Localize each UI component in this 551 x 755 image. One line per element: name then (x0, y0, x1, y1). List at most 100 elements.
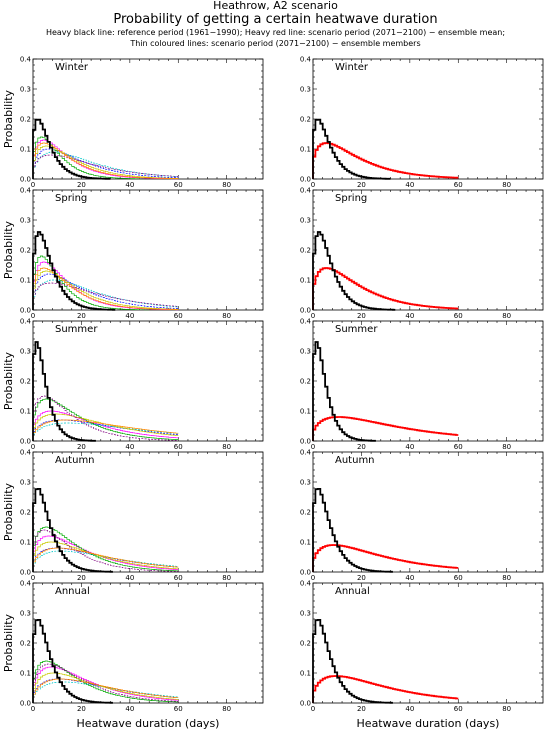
plot-frame (312, 189, 544, 311)
y-tick-label: 0.0 (300, 700, 311, 708)
x-tick-label: 60 (174, 181, 183, 189)
y-tick-label: 0.2 (300, 640, 311, 648)
y-tick-label: 0.4 (300, 449, 312, 457)
y-tick-label: 0.3 (300, 479, 311, 487)
season-label: Spring (335, 193, 367, 204)
y-tick-label: 0.1 (300, 277, 311, 285)
x-tick-label: 0 (311, 574, 315, 582)
ensemble-member-line (32, 151, 179, 179)
plot-frame (32, 58, 264, 180)
y-tick-label: 0.3 (300, 217, 311, 225)
y-tick-label: 0.4 (300, 580, 312, 588)
x-tick-label: 60 (174, 443, 183, 451)
ensemble-member-line (32, 660, 179, 703)
x-tick-label: 80 (502, 574, 511, 582)
ensemble-member-line (32, 663, 179, 703)
reference-line (312, 341, 376, 442)
y-tick-label: 0.0 (300, 176, 311, 184)
ensemble-member-line (32, 279, 179, 310)
y-tick-label: 0.1 (300, 539, 311, 547)
y-tick-label: 0.1 (300, 670, 311, 678)
x-tick-label: 20 (357, 181, 366, 189)
y-tick-label: 0.3 (300, 610, 311, 618)
x-tick-label: 0 (31, 574, 35, 582)
x-tick-label: 60 (454, 312, 463, 320)
y-axis-label: Probability (2, 613, 15, 672)
y-axis-label: Probability (2, 89, 15, 148)
season-label: Autumn (335, 455, 375, 466)
chart-panel-winter-members: 0 20 40 60 80 0.0 0.1 0.2 0.3 0.4 Winter Probabilit… (2, 56, 264, 189)
y-tick-label: 0.1 (20, 277, 31, 285)
ensemble-member-line (32, 148, 179, 179)
chart-panel-summer-ensemble-mean: 0 20 40 60 80 0.0 0.1 0.2 0.3 0.4 Summer (300, 318, 544, 451)
plot-frame (312, 451, 544, 573)
reference-line (32, 231, 116, 311)
chart-panel-autumn-ensemble-mean: 0 20 40 60 80 0.0 0.1 0.2 0.3 0.4 Autumn (300, 449, 544, 582)
plot-frame (32, 451, 264, 573)
ensemble-member-line (32, 526, 179, 572)
x-tick-label: 80 (222, 312, 231, 320)
reference-line (32, 488, 113, 573)
plot-frame (312, 58, 544, 180)
ensemble-mean-line (312, 142, 459, 179)
x-tick-label: 20 (357, 443, 366, 451)
reference-line (312, 231, 396, 311)
season-label: Autumn (55, 455, 95, 466)
y-tick-label: 0.1 (300, 146, 311, 154)
figure-caption-line-1: Heavy black line: reference period (1961… (46, 28, 505, 37)
y-tick-label: 0.1 (20, 539, 31, 547)
ensemble-mean-line (312, 416, 459, 441)
y-tick-label: 0.1 (20, 408, 31, 416)
chart-panel-annual-ensemble-mean: 0 20 40 60 80 0.0 0.1 0.2 0.3 0.4 Annual Heatwave d… (300, 580, 544, 730)
x-tick-label: 40 (125, 312, 134, 320)
x-tick-label: 0 (311, 705, 315, 713)
x-tick-label: 60 (174, 312, 183, 320)
y-tick-label: 0.0 (300, 569, 311, 577)
ensemble-member-line (32, 419, 179, 441)
season-label: Summer (335, 324, 378, 335)
x-tick-label: 60 (454, 181, 463, 189)
y-tick-label: 0.4 (20, 580, 32, 588)
y-tick-label: 0.1 (300, 408, 311, 416)
y-tick-label: 0.0 (20, 569, 31, 577)
x-tick-label: 40 (405, 443, 414, 451)
x-tick-label: 20 (357, 705, 366, 713)
ensemble-mean-line (312, 675, 459, 703)
y-tick-label: 0.2 (20, 378, 31, 386)
x-tick-label: 0 (31, 443, 35, 451)
y-tick-label: 0.1 (20, 670, 31, 678)
y-tick-label: 0.3 (20, 86, 31, 94)
chart-panel-summer-members: 0 20 40 60 80 0.0 0.1 0.2 0.3 0.4 Summer Probabilit… (2, 318, 264, 451)
ensemble-member-line (32, 395, 179, 441)
chart-panel-autumn-members: 0 20 40 60 80 0.0 0.1 0.2 0.3 0.4 Autumn Probabilit… (2, 449, 264, 582)
x-tick-label: 60 (454, 705, 463, 713)
x-tick-label: 20 (357, 574, 366, 582)
x-tick-label: 80 (502, 181, 511, 189)
x-tick-label: 60 (454, 443, 463, 451)
x-tick-label: 40 (125, 574, 134, 582)
chart-panel-spring-ensemble-mean: 0 20 40 60 80 0.0 0.1 0.2 0.3 0.4 Spring (300, 187, 544, 320)
reference-line (32, 341, 96, 442)
ensemble-member-line (32, 273, 179, 310)
y-tick-label: 0.0 (300, 438, 311, 446)
y-axis-label: Probability (2, 482, 15, 541)
y-tick-label: 0.2 (300, 247, 311, 255)
chart-panel-spring-members: 0 20 40 60 80 0.0 0.1 0.2 0.3 0.4 Spring Probabilit… (2, 187, 264, 320)
x-tick-label: 40 (405, 574, 414, 582)
x-axis-label: Heatwave duration (days) (77, 717, 220, 730)
x-tick-label: 60 (174, 574, 183, 582)
y-tick-label: 0.2 (20, 509, 31, 517)
ensemble-member-line (32, 422, 179, 441)
ensemble-mean-line (312, 267, 459, 310)
y-tick-label: 0.0 (20, 438, 31, 446)
x-tick-label: 60 (174, 705, 183, 713)
x-tick-label: 0 (311, 443, 315, 451)
ensemble-member-line (32, 154, 179, 179)
reference-line (32, 619, 113, 704)
ensemble-member-line (32, 142, 179, 180)
ensemble-member-line (32, 282, 179, 310)
figure-caption-line-2: Thin coloured lines: scenario period (20… (129, 39, 420, 48)
figure-subtitle: Probability of getting a certain heatwav… (113, 12, 437, 27)
reference-line (32, 118, 111, 180)
ensemble-member-line (32, 547, 179, 572)
